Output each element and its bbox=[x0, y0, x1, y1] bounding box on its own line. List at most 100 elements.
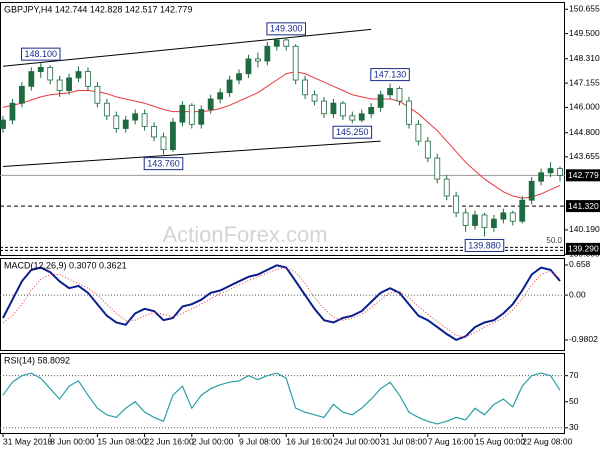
y-tick-label: 146.000 bbox=[569, 102, 600, 112]
candle-body bbox=[528, 180, 535, 201]
candle-body bbox=[349, 115, 356, 121]
trendline bbox=[2, 140, 381, 167]
candle-body bbox=[151, 125, 157, 138]
candle-body bbox=[443, 178, 450, 197]
candle-body bbox=[122, 119, 129, 129]
price-annotation: 143.760 bbox=[147, 159, 180, 169]
price-annotation-box bbox=[20, 47, 61, 61]
level-label: 141.320 bbox=[568, 201, 599, 211]
x-tick-label: 15 Jun 08:00 bbox=[97, 436, 146, 446]
panel-frame bbox=[0, 353, 565, 434]
x-tick-label: 24 Jul 00:00 bbox=[333, 436, 380, 446]
candle-body bbox=[311, 94, 318, 102]
candle-body bbox=[226, 79, 233, 94]
price-annotation: 147.130 bbox=[374, 69, 407, 79]
candle-body bbox=[160, 136, 167, 150]
candle-body bbox=[103, 102, 110, 117]
x-tick-label: 15 Aug 00:00 bbox=[475, 436, 525, 446]
candle-body bbox=[0, 119, 6, 129]
candle-body bbox=[519, 199, 526, 222]
price-annotation: 149.300 bbox=[270, 24, 303, 34]
candle-body bbox=[453, 195, 460, 214]
level-label: 142.779 bbox=[568, 170, 599, 180]
panel-title: GBPJPY,H4 142.744 142.828 142.517 142.77… bbox=[4, 4, 193, 14]
candle-body bbox=[509, 212, 516, 222]
x-tick-label: 2 Jul 00:00 bbox=[192, 436, 234, 446]
y-tick-label: 148.310 bbox=[569, 53, 600, 63]
y-tick-label: -0.9802 bbox=[569, 334, 598, 344]
candle-body bbox=[28, 71, 35, 87]
y-tick-label: 70 bbox=[569, 370, 579, 380]
panel-title: MACD(12,26,9) 0.3070 0.3621 bbox=[4, 260, 127, 270]
y-tick-label: 140.190 bbox=[569, 224, 600, 234]
y-tick-label: 0.00 bbox=[569, 289, 586, 299]
trendline bbox=[2, 28, 372, 67]
y-tick-label: 150.655 bbox=[569, 4, 600, 14]
candle-body bbox=[500, 212, 507, 220]
price-annotation: 148.100 bbox=[24, 49, 57, 59]
indicator-line bbox=[2, 372, 561, 425]
y-tick-label: 143.655 bbox=[569, 151, 600, 161]
price-annotation-box bbox=[266, 22, 306, 36]
candle-body bbox=[207, 98, 214, 110]
indicator-line bbox=[2, 267, 561, 338]
candle-body bbox=[85, 71, 91, 87]
candle-body bbox=[339, 102, 346, 117]
candle-body bbox=[472, 214, 478, 226]
candle-body bbox=[273, 39, 280, 47]
x-tick-label: 7 Aug 16:00 bbox=[428, 436, 474, 446]
candle-body bbox=[37, 66, 44, 72]
y-tick-label: 149.500 bbox=[569, 28, 600, 38]
candle-body bbox=[113, 115, 120, 129]
candle-body bbox=[358, 113, 365, 121]
candle-body bbox=[47, 66, 54, 81]
candle-body bbox=[66, 77, 72, 91]
x-tick-label: 31 May 2018 bbox=[3, 436, 52, 446]
candle-body bbox=[254, 58, 261, 62]
candle-body bbox=[94, 85, 101, 104]
level-label: 139.290 bbox=[568, 244, 599, 254]
panel-frame bbox=[0, 258, 565, 351]
x-tick-label: 16 Jul 16:00 bbox=[286, 436, 333, 446]
candle-body bbox=[434, 157, 441, 180]
level-label-box bbox=[566, 242, 600, 255]
panel-frame bbox=[0, 2, 565, 256]
price-annotation-box bbox=[370, 68, 410, 82]
panel-title: RSI(14) 58.8092 bbox=[4, 355, 70, 365]
price-annotation-box bbox=[464, 238, 505, 252]
candle-body bbox=[396, 88, 403, 102]
candle-body bbox=[330, 102, 337, 115]
candle-body bbox=[141, 113, 148, 127]
candle-body bbox=[406, 100, 412, 125]
price-annotation: 145.250 bbox=[336, 127, 369, 137]
candle-body bbox=[18, 85, 25, 104]
candle-body bbox=[179, 104, 186, 123]
indicator-line bbox=[2, 264, 561, 342]
candle-body bbox=[557, 168, 563, 176]
x-tick-label: 8 Jun 00:00 bbox=[50, 436, 95, 446]
candle-body bbox=[302, 79, 309, 96]
candle-body bbox=[198, 109, 205, 125]
price-annotation-box bbox=[143, 157, 184, 171]
x-tick-label: 31 Jul 08:00 bbox=[381, 436, 428, 446]
candle-body bbox=[292, 45, 299, 81]
candle-body bbox=[245, 58, 252, 75]
candle-body bbox=[377, 94, 384, 108]
candle-body bbox=[9, 102, 16, 121]
candle-body bbox=[75, 71, 82, 79]
candle-body bbox=[321, 100, 327, 115]
candle-body bbox=[132, 113, 139, 121]
candle-body bbox=[368, 107, 375, 115]
candle-body bbox=[424, 140, 431, 159]
candle-body bbox=[236, 73, 242, 81]
y-tick-label: 50 bbox=[569, 396, 579, 406]
candle-body bbox=[481, 214, 488, 228]
candle-body bbox=[283, 39, 290, 47]
level-label-box bbox=[566, 169, 600, 182]
candle-body bbox=[387, 88, 393, 96]
candle-body bbox=[217, 92, 224, 100]
y-tick-label: 147.155 bbox=[569, 77, 600, 87]
watermark: ActionForex.com bbox=[162, 222, 327, 247]
